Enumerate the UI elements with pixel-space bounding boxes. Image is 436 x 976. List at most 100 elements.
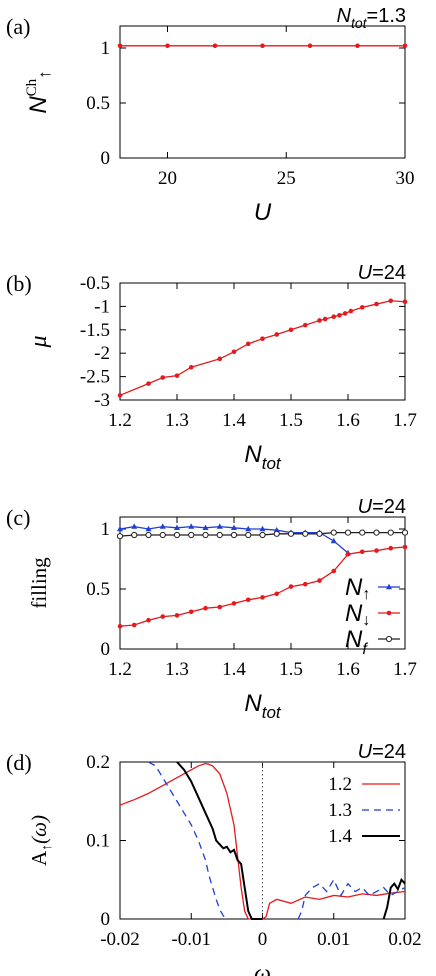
data-point [260,43,265,49]
series-line [297,878,406,920]
corner-var: U [358,741,373,763]
corner-annotation: U=24 [358,496,406,518]
data-point [212,43,218,49]
corner-value: =24 [372,262,406,284]
xlabel-sub: tot [262,454,282,473]
legend-label: 1.3 [328,800,352,821]
y-tick-label: 0 [101,148,111,169]
data-point [188,531,195,539]
data-point [245,531,252,539]
data-point [274,591,280,597]
data-point [330,537,337,544]
data-point [387,529,394,536]
corner-annotation: U=24 [358,741,406,763]
legend-label: 1.2 [328,774,352,795]
x-tick-label: 0.02 [388,929,421,950]
data-point [359,305,365,310]
data-point [260,595,265,600]
data-point [288,327,294,333]
legend-label: Nf [345,626,368,658]
legend-marker [386,610,392,616]
data-point [259,531,266,539]
data-point [145,531,152,539]
x-tick-label: 25 [277,168,296,189]
x-tick-label: 1.4 [222,659,246,680]
data-point [188,364,194,370]
xlabel-sub: tot [262,703,282,722]
data-point [322,316,328,322]
data-point [116,533,124,540]
x-axis-label: ω [254,961,271,976]
data-point [202,524,209,530]
data-point [117,623,123,629]
x-axis-label: Ntot [244,441,282,473]
corner-annotation: Ntot=1.3 [336,5,406,31]
data-point [203,605,208,611]
data-point [202,531,209,539]
x-tick-label: 1.6 [336,410,360,431]
legend-var: N [345,600,363,627]
data-point [160,614,166,619]
data-point [388,298,394,304]
plot-frame [119,516,406,650]
y-tick-label: 0.2 [86,752,110,773]
data-point [159,523,166,529]
x-axis-label: Ntot [244,690,282,722]
panel-label: (b) [6,271,32,296]
data-point [117,43,123,49]
x-tick-label: 20 [158,168,177,189]
corner-var: U [358,262,373,284]
series-0 [119,762,406,920]
x-tick-label: 0.01 [317,929,350,950]
data-point [245,597,251,603]
panel-b: 1.2 1.3 1.4 1.5 1.6 1.7 -0.5-1 -1.5-2 -2.5-3 (b) U… [6,262,417,473]
corner-value: =24 [372,741,406,763]
data-point [165,43,170,49]
data-point [117,393,123,398]
panel-label: (d) [6,750,32,775]
series-line [119,525,349,554]
x-tick-label: -0.01 [171,929,211,950]
ylabel-main: A [27,850,51,866]
data-point [316,530,323,537]
ylabel-sub: ↑ [40,844,55,851]
x-tick-label: 1.5 [279,659,303,680]
y-tick-label: -1 [94,296,110,317]
ylabel-sub: ↑ [35,70,54,79]
data-point [131,622,137,628]
data-point [307,43,313,49]
x-tick-label: 1.7 [393,410,417,431]
y-tick-label: -2.5 [80,367,110,388]
series-0 [117,43,408,49]
data-point [331,314,337,319]
x-tick-label: 1.7 [393,659,417,680]
legend-sub: f [362,641,368,658]
y-axis-label: NCh↑ [24,70,54,113]
panel-d: -0.02 -0.01 0 0.01 0.02 0 0.1 0.2 (d) U=24 A↑(ω) ω 1… [6,741,422,976]
x-tick-label: 1.2 [108,659,132,680]
x-tick-label: 1.2 [108,410,132,431]
data-point [231,601,237,606]
data-point [374,301,379,307]
x-tick-label: 0 [258,929,268,950]
legend-label: 1.4 [328,826,352,847]
y-tick-label: 0.5 [86,579,110,600]
data-point [173,531,181,539]
legend-marker [385,635,393,643]
data-point [146,617,151,623]
data-point [217,356,223,362]
series-line [119,300,406,396]
ylabel-main: μ [26,335,52,348]
corner-var: N [336,5,351,27]
series-2 [116,529,409,540]
series-0 [117,523,351,556]
data-point [160,375,166,380]
panel-label: (a) [6,14,30,39]
series-line [119,762,406,920]
data-point [273,530,280,537]
plot-frame [119,25,406,159]
data-point [302,581,308,587]
y-tick-label: 0 [101,909,111,930]
